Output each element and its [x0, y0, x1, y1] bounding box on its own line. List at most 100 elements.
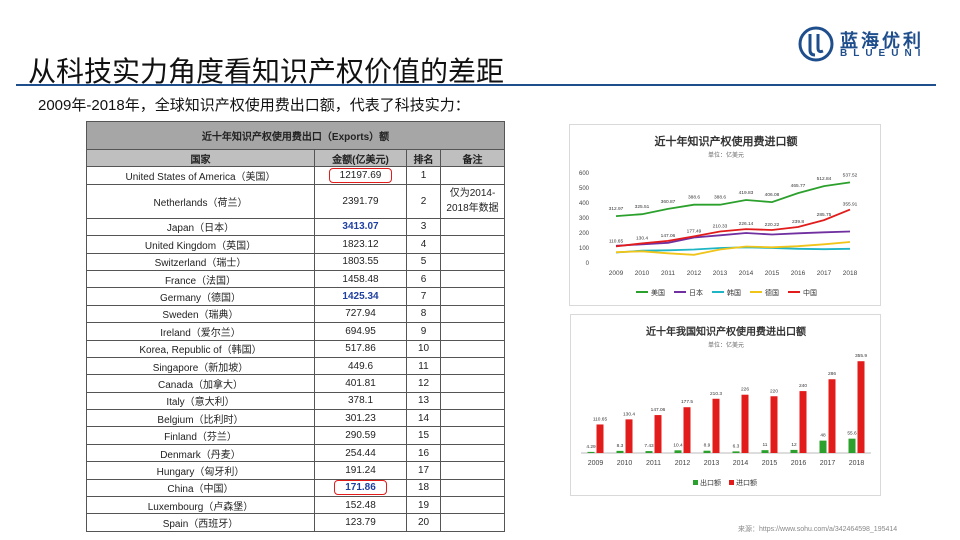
bar-import	[654, 415, 662, 453]
bar-export	[790, 449, 798, 453]
bar-export	[703, 450, 711, 453]
table-row: Luxembourg（卢森堡） 152.48 19	[86, 496, 506, 515]
cell-note-empty	[439, 513, 506, 532]
cell-country: Finland（芬兰）	[86, 426, 315, 445]
data-label: 355.9	[855, 353, 867, 359]
cell-note-empty	[439, 304, 506, 324]
series-line-3	[615, 241, 851, 256]
table-row: United States of America（美国） 12197.69 1	[86, 166, 506, 185]
table-row: Canada（加拿大） 401.81 12	[86, 374, 506, 393]
cell-amount: 517.86	[314, 339, 407, 358]
cell-note-empty	[439, 496, 506, 515]
bar-import	[741, 394, 749, 453]
data-label: 177.5	[681, 399, 693, 405]
col-header-country: 国家	[86, 148, 315, 168]
cell-note-empty	[439, 322, 506, 341]
cell-country: France（法国）	[86, 269, 315, 289]
cell-country: Korea, Republic of（韩国）	[86, 339, 315, 358]
chart-title: 近十年我国知识产权使用费进出口额	[646, 325, 806, 338]
legend-label: 韩国	[727, 288, 741, 297]
data-label: 512.84	[817, 176, 832, 182]
data-label: 210.33	[713, 223, 728, 229]
x-tick-label: 2016	[791, 270, 806, 277]
x-tick-label: 2011	[661, 270, 675, 277]
cell-note-empty	[439, 356, 506, 376]
data-label: 355.91	[843, 202, 858, 208]
cell-country: Sweden（瑞典）	[86, 304, 315, 324]
table-row: Singapore（新加坡） 449.6 11	[86, 356, 506, 376]
cell-country: Hungary（匈牙利）	[86, 461, 315, 480]
x-tick-label: 2018	[849, 460, 865, 467]
col-header-amount: 金额(亿美元)	[314, 148, 407, 168]
x-tick-label: 2014	[739, 270, 754, 277]
cell-note-empty	[439, 443, 506, 463]
cell-note-empty	[439, 252, 506, 271]
bar-export	[616, 450, 624, 453]
cell-country: Denmark（丹麦）	[86, 443, 315, 463]
cell-rank: 6	[406, 269, 441, 289]
source-note: 来源：https://www.sohu.com/a/342464598_1954…	[738, 526, 898, 533]
table-row: Sweden（瑞典） 727.94 8	[86, 304, 506, 324]
cell-amount: 378.1	[314, 391, 407, 411]
legend-label: 美国	[651, 288, 665, 297]
data-label: 285.75	[817, 212, 832, 218]
col-header-rank: 排名	[406, 148, 441, 168]
data-label: 226	[741, 387, 749, 393]
cell-rank: 5	[406, 252, 441, 271]
y-tick-label: 200	[579, 231, 590, 237]
cell-rank: 10	[406, 339, 441, 358]
cell-country: Belgium（比利时）	[86, 409, 315, 428]
slide-subtitle: 2009年-2018年，全球知识产权使用费出口额，代表了科技实力：	[38, 97, 470, 114]
table-row: Switzerland（瑞士） 1803.55 5	[86, 252, 506, 271]
cell-amount: 191.24	[314, 461, 407, 480]
x-tick-label: 2017	[817, 270, 832, 277]
ip-exports-table: 近十年知识产权使用费出口（Exports）额 国家 金额(亿美元) 排名 备注 …	[85, 121, 506, 532]
series-line-1	[615, 230, 851, 247]
highlighted-amount: 12197.69	[328, 168, 393, 184]
cell-amount: 301.23	[314, 409, 407, 428]
cell-country: Switzerland（瑞士）	[86, 252, 315, 271]
cell-rank: 12	[406, 374, 441, 393]
legend-label: 德国	[765, 288, 779, 297]
x-tick-label: 2017	[820, 460, 836, 467]
cell-rank: 13	[406, 391, 441, 411]
x-tick-label: 2010	[617, 460, 633, 467]
data-label: 240	[799, 383, 807, 389]
data-label: 48	[820, 433, 826, 439]
data-label: 147.06	[661, 233, 676, 239]
cell-note-empty	[439, 287, 506, 306]
cell-rank: 1	[406, 166, 441, 185]
data-label: 8.9	[704, 443, 711, 449]
cell-amount: 401.81	[314, 374, 407, 393]
cell-amount: 3413.07	[314, 217, 407, 237]
legend-swatch	[729, 480, 734, 485]
cell-rank: 7	[406, 287, 441, 306]
highlighted-amount: 171.86	[334, 480, 387, 496]
legend-swatch	[693, 480, 698, 485]
table-row: Hungary（匈牙利） 191.24 17	[86, 461, 506, 480]
x-tick-label: 2015	[765, 270, 780, 277]
data-label: 325.51	[635, 204, 650, 210]
data-label: 419.83	[739, 190, 754, 196]
bar-export	[848, 438, 856, 453]
brand-tagline: BLUEUNI	[840, 48, 927, 59]
data-label: 406.08	[765, 192, 780, 198]
cell-rank: 14	[406, 409, 441, 428]
import-line-chart: 近十年知识产权使用费进口额 单位：亿美元 0 100 200 300 400 500 600 20…	[569, 124, 881, 306]
x-tick-label: 2014	[733, 460, 749, 467]
y-tick-label: 0	[586, 261, 590, 267]
bar-import	[770, 396, 778, 453]
cell-country: United States of America（美国）	[86, 166, 315, 185]
cell-rank: 8	[406, 304, 441, 324]
legend-label: 出口额	[700, 478, 721, 487]
cell-amount: 254.44	[314, 443, 407, 463]
cell-country: Luxembourg（卢森堡）	[86, 496, 315, 515]
cell-note-empty	[439, 166, 506, 185]
cell-rank: 11	[406, 356, 441, 376]
table-row: China（中国） 171.86 18	[86, 478, 506, 498]
cell-note-empty	[439, 217, 506, 237]
data-label: 7.43	[644, 443, 654, 449]
bar-import	[799, 391, 807, 453]
cell-amount: 694.95	[314, 322, 407, 341]
cell-rank: 15	[406, 426, 441, 445]
